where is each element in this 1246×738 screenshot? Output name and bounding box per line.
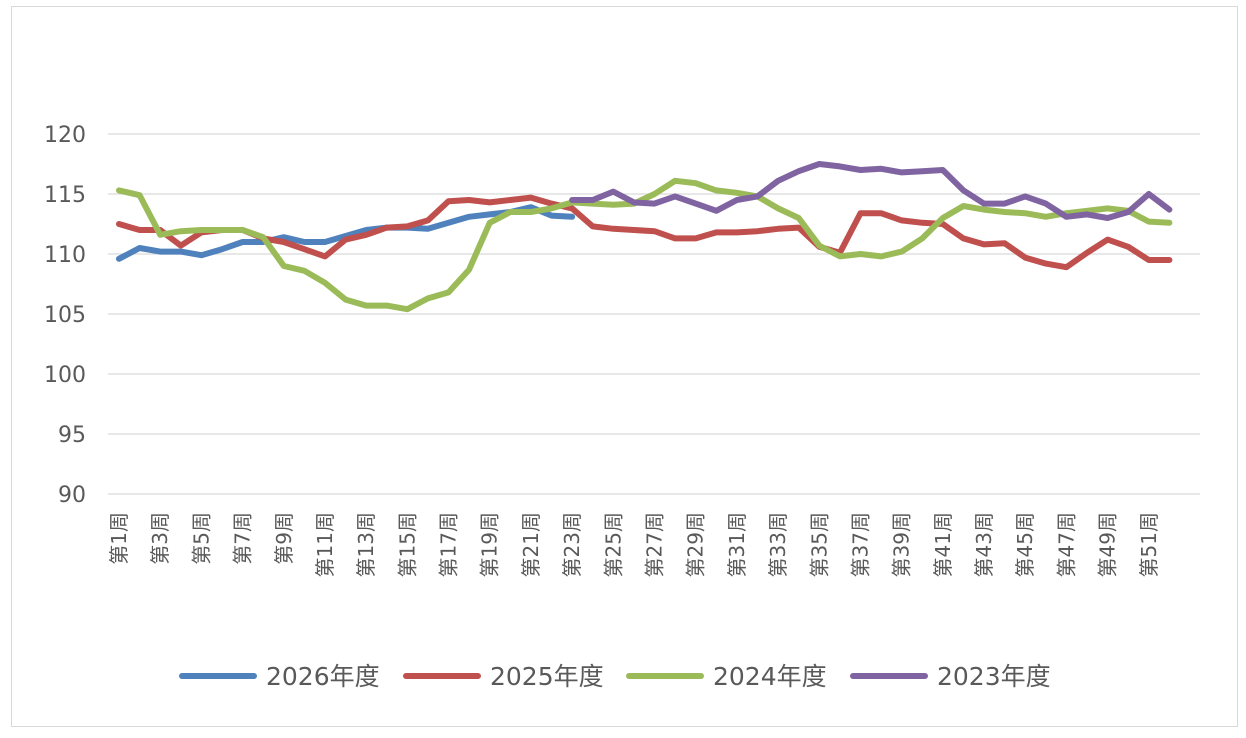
x-tick-label: 第43周	[972, 512, 996, 577]
series-line	[116, 177, 1173, 313]
x-tick-label: 第29周	[684, 512, 708, 577]
y-tick-label: 95	[58, 423, 86, 448]
series-lines	[116, 161, 1173, 313]
x-tick-label: 第21周	[519, 512, 543, 577]
y-axis-labels: 90 95 100 105 110 115 120	[44, 123, 86, 508]
x-tick-label: 第5周	[189, 512, 213, 565]
x-tick-label: 第17周	[437, 512, 461, 577]
line-chart: 9095100105110115120 第1周 第3周 第5周 第7周 第9周 第11周第…	[44, 123, 1200, 691]
x-tick-label: 第7周	[231, 512, 255, 565]
x-tick-label: 第1周	[107, 512, 131, 565]
x-tick-label: 第51周	[1137, 512, 1161, 577]
x-tick-label: 第9周	[272, 512, 296, 565]
series-line	[116, 194, 1173, 271]
x-tick-label: 第19周	[478, 512, 502, 577]
y-tick-label: 115	[44, 183, 86, 208]
gridlines	[108, 133, 1200, 495]
x-tick-label: 第11周	[313, 512, 337, 577]
legend-label: 2023年度	[937, 662, 1051, 691]
series-line	[569, 161, 1173, 221]
x-tick-label: 第33周	[766, 512, 790, 577]
y-tick-label: 105	[44, 303, 86, 328]
x-tick-label: 第13周	[354, 512, 378, 577]
x-tick-label: 第35周	[807, 512, 831, 577]
x-tick-label: 第27周	[643, 512, 667, 577]
x-tick-label: 第49周	[1096, 512, 1120, 577]
x-tick-label: 第25周	[601, 512, 625, 577]
y-tick-label: 100	[44, 363, 86, 388]
y-tick-label: 110	[44, 243, 86, 268]
x-tick-label: 第45周	[1013, 512, 1037, 577]
legend-label: 2025年度	[490, 662, 604, 691]
x-tick-label: 第23周	[560, 512, 584, 577]
x-tick-label: 第3周	[148, 512, 172, 565]
series-line	[116, 204, 576, 262]
x-tick-label: 第39周	[890, 512, 914, 577]
x-tick-label: 第31周	[725, 512, 749, 577]
legend-label: 2026年度	[266, 662, 380, 691]
legend-label: 2024年度	[713, 662, 827, 691]
y-tick-label: 90	[58, 483, 86, 508]
legend: 2026年度 2025年度 2024年度 2023年度	[179, 662, 1051, 691]
x-tick-label: 第41周	[931, 512, 955, 577]
x-axis-labels: 第1周 第3周 第5周 第7周 第9周 第11周 第13周 第15周 第17周 第19周 第21周第…	[107, 512, 1161, 577]
y-tick-label: 120	[44, 123, 86, 148]
x-tick-label: 第15周	[395, 512, 419, 577]
chart-frame: 90 95 100 105 110 115 120 第1周 第3周 第5周 第7周 第9周 第11周第…	[11, 6, 1238, 727]
x-tick-label: 第37周	[848, 512, 872, 577]
x-tick-label: 第47周	[1054, 512, 1078, 577]
